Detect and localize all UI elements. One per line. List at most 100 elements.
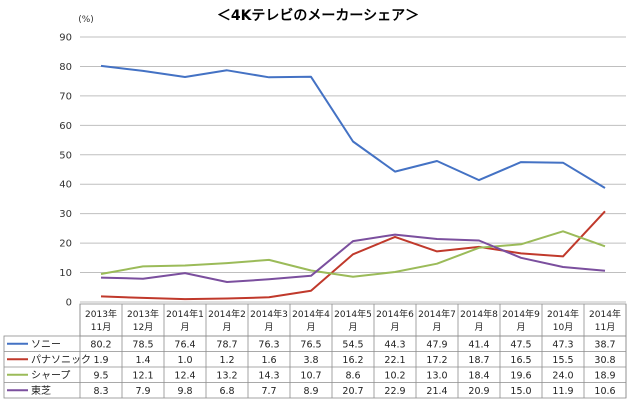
y-tick-label: 30 (59, 209, 72, 220)
data-cell: 19.6 (510, 370, 531, 381)
category-label: 2013年 12月 (127, 308, 159, 333)
category-label: 2014年8 月 (460, 308, 498, 333)
category-label: 2014年6 月 (376, 308, 414, 333)
data-cell: 15.0 (510, 386, 531, 397)
y-tick-label: 40 (59, 180, 72, 191)
data-cell: 15.5 (552, 355, 573, 366)
data-cell: 14.3 (258, 370, 279, 381)
data-cell: 10.2 (384, 370, 405, 381)
legend-label: 東芝 (31, 384, 51, 397)
category-label-line2: 月 (390, 322, 399, 333)
data-cell: 7.9 (135, 386, 150, 397)
data-cell: 41.4 (468, 339, 489, 350)
category-label-line1: 2014年5 (334, 308, 372, 320)
data-cell: 76.3 (258, 339, 279, 350)
category-label-line1: 2014年3 (250, 308, 288, 320)
data-cell: 21.4 (426, 386, 447, 397)
data-cell: 20.9 (468, 386, 489, 397)
category-label: 2014年 11月 (589, 308, 621, 333)
data-cell: 10.6 (594, 386, 615, 397)
category-label-line2: 月 (474, 322, 483, 333)
y-tick-label: 0 (66, 298, 72, 309)
legend-label: ソニー (31, 339, 61, 350)
y-tick-label: 70 (59, 91, 72, 102)
data-cell: 9.8 (177, 386, 192, 397)
category-label-line2: 12月 (133, 322, 153, 333)
category-label-line1: 2013年 (85, 308, 117, 320)
category-label-line2: 月 (432, 322, 441, 333)
category-label-line1: 2014年2 (208, 308, 246, 320)
category-label: 2014年9 月 (502, 308, 540, 333)
data-cell: 78.7 (216, 339, 237, 350)
data-cell: 1.9 (93, 355, 108, 366)
series-line-1 (100, 210, 606, 301)
category-label: 2013年 11月 (85, 308, 117, 333)
data-cell: 1.2 (219, 355, 234, 366)
data-cell: 47.5 (510, 339, 531, 350)
category-label-line1: 2014年4 (292, 308, 330, 320)
y-tick-label: 20 (59, 239, 72, 250)
data-cell: 8.9 (303, 386, 318, 397)
category-label-line2: 月 (306, 322, 315, 333)
data-cell: 24.0 (552, 370, 573, 381)
data-cell: 38.7 (594, 339, 615, 350)
category-label-line1: 2014年8 (460, 308, 498, 320)
data-cell: 18.9 (594, 370, 615, 381)
data-cell: 18.4 (468, 370, 489, 381)
legend-label: シャープ (31, 369, 70, 381)
data-cell: 12.4 (174, 370, 195, 381)
data-cell: 11.9 (552, 386, 573, 397)
category-label-line2: 月 (348, 322, 357, 333)
data-cell: 1.4 (135, 355, 150, 366)
legend-label: パナソニック (31, 354, 91, 366)
data-cell: 47.3 (552, 339, 573, 350)
series-line-0 (100, 64, 606, 189)
data-cell: 17.2 (426, 355, 447, 366)
data-cell: 47.9 (426, 339, 447, 350)
data-cell: 3.8 (303, 355, 318, 366)
category-label-line2: 11月 (91, 322, 111, 333)
category-label-line2: 月 (222, 322, 231, 333)
category-label-line1: 2014年6 (376, 308, 414, 320)
y-tick-label: 50 (59, 150, 72, 161)
data-cell: 13.2 (216, 370, 237, 381)
category-label-line2: 月 (180, 322, 189, 333)
chart-title: ＜4Kテレビのメーカーシェア＞ (217, 8, 419, 24)
data-cell: 16.2 (342, 355, 363, 366)
data-cell: 30.8 (594, 355, 615, 366)
data-cell: 8.3 (93, 386, 108, 397)
data-cell: 22.9 (384, 386, 405, 397)
y-tick-label: 90 (59, 33, 72, 44)
data-cell: 10.7 (300, 370, 321, 381)
category-label-line1: 2014年1 (166, 308, 204, 320)
data-cell: 9.5 (93, 370, 108, 381)
data-cell: 18.7 (468, 355, 489, 366)
data-cell: 8.6 (345, 370, 360, 381)
data-cell: 76.4 (174, 339, 195, 350)
data-cell: 1.0 (177, 355, 192, 366)
category-label-line2: 11月 (595, 322, 615, 333)
data-cell: 6.8 (219, 386, 234, 397)
category-label-line2: 月 (264, 322, 273, 333)
category-label: 2014年 10月 (547, 308, 579, 333)
data-cell: 22.1 (384, 355, 405, 366)
data-cell: 78.5 (132, 339, 153, 350)
data-cell: 12.1 (132, 370, 153, 381)
category-label-line1: 2014年 (547, 308, 579, 320)
category-label-line1: 2013年 (127, 308, 159, 320)
category-label-line2: 10月 (553, 322, 573, 333)
category-label: 2014年3 月 (250, 308, 288, 333)
data-cell: 16.5 (510, 355, 531, 366)
data-cell: 54.5 (342, 339, 363, 350)
y-tick-label: 10 (59, 268, 72, 279)
y-tick-label: 60 (59, 121, 72, 132)
y-unit-label: (%) (78, 15, 94, 25)
data-cell: 1.6 (261, 355, 276, 366)
category-label: 2014年2 月 (208, 308, 246, 333)
category-label: 2014年7 月 (418, 308, 456, 333)
category-label-line1: 2014年 (589, 308, 621, 320)
series-line-3 (100, 233, 606, 283)
category-label-line2: 月 (516, 322, 525, 333)
data-cell: 44.3 (384, 339, 405, 350)
